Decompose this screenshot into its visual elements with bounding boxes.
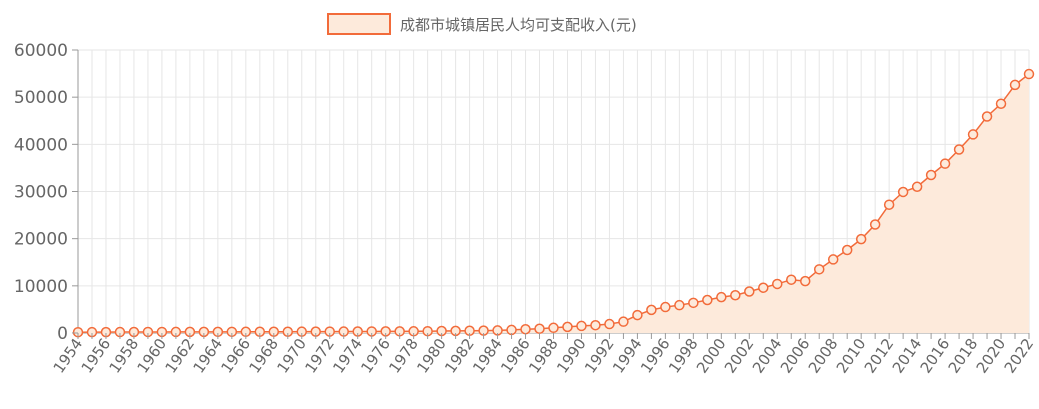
- y-tick-label: 30000: [14, 183, 68, 203]
- data-point[interactable]: [883, 199, 895, 210]
- data-point[interactable]: [869, 219, 881, 230]
- data-point[interactable]: [590, 319, 601, 331]
- x-tick-label: 1964: [189, 335, 226, 377]
- data-point[interactable]: [953, 144, 965, 155]
- data-point[interactable]: [618, 316, 629, 327]
- data-point[interactable]: [548, 322, 559, 334]
- x-tick-label: 1974: [329, 335, 366, 377]
- chart-legend[interactable]: 成都市城镇居民人均可支配收入(元): [327, 13, 637, 35]
- x-tick-label: 1976: [357, 335, 394, 377]
- data-point[interactable]: [534, 323, 545, 335]
- x-tick-label: 2006: [777, 335, 814, 377]
- data-point[interactable]: [939, 158, 951, 169]
- data-point[interactable]: [660, 301, 671, 313]
- data-point[interactable]: [925, 169, 937, 181]
- x-tick-label: 2004: [749, 335, 786, 377]
- legend-swatch: [327, 13, 391, 35]
- x-tick-label: 1966: [217, 335, 254, 377]
- data-point[interactable]: [813, 264, 825, 275]
- x-tick-label: 2000: [693, 335, 730, 377]
- data-point[interactable]: [576, 320, 587, 332]
- data-point[interactable]: [1009, 79, 1021, 91]
- x-tick-label: 1992: [581, 335, 618, 377]
- x-tick-label: 1996: [637, 335, 674, 377]
- x-tick-label: 1984: [469, 335, 506, 377]
- x-tick-label: 1968: [245, 335, 282, 377]
- data-point[interactable]: [562, 321, 573, 333]
- x-tick-label: 2008: [805, 335, 842, 377]
- y-tick-label: 10000: [14, 277, 68, 297]
- y-tick-label: 50000: [14, 88, 68, 108]
- x-tick-label: 1960: [134, 335, 171, 377]
- data-point[interactable]: [758, 282, 769, 293]
- data-point[interactable]: [716, 291, 727, 303]
- x-tick-label: 1994: [609, 335, 646, 377]
- data-point[interactable]: [688, 297, 699, 309]
- data-point[interactable]: [744, 286, 755, 297]
- legend-label: 成都市城镇居民人均可支配收入(元): [400, 16, 637, 34]
- x-tick-label: 1988: [525, 335, 562, 377]
- data-point[interactable]: [730, 290, 741, 301]
- y-tick-label: 60000: [14, 41, 68, 61]
- x-tick-label: 1998: [665, 335, 702, 377]
- x-tick-label: 2018: [945, 335, 982, 377]
- x-tick-label: 1970: [273, 335, 310, 377]
- x-tick-label: 1972: [301, 335, 338, 377]
- x-tick-label: 1978: [385, 335, 422, 377]
- y-tick-label: 40000: [14, 135, 68, 155]
- data-point[interactable]: [995, 98, 1007, 110]
- x-tick-label: 1962: [162, 335, 199, 377]
- x-tick-label: 1990: [553, 335, 590, 377]
- data-point[interactable]: [786, 274, 797, 285]
- data-point[interactable]: [827, 254, 839, 265]
- data-points: [72, 68, 1035, 338]
- x-tick-label: 2014: [889, 335, 926, 377]
- data-point[interactable]: [897, 186, 909, 198]
- data-point[interactable]: [674, 299, 685, 311]
- data-point[interactable]: [646, 304, 657, 316]
- y-tick-label: 0: [57, 324, 68, 344]
- data-point[interactable]: [841, 244, 853, 256]
- x-tick-label: 2022: [1001, 335, 1038, 377]
- x-tick-label: 1954: [50, 335, 87, 377]
- x-tick-label: 1982: [441, 335, 478, 377]
- x-tick-label: 2020: [973, 335, 1010, 377]
- y-axis-ticks: 0 10000 20000 30000 40000 50000 60000: [14, 41, 78, 344]
- x-tick-label: 1980: [413, 335, 450, 377]
- x-axis-ticks: 1954195619581960196219641966196819701972…: [50, 333, 1038, 377]
- x-tick-label: 2012: [861, 335, 898, 377]
- data-point[interactable]: [604, 318, 615, 330]
- data-point[interactable]: [520, 323, 531, 335]
- y-tick-label: 20000: [14, 230, 68, 250]
- data-point[interactable]: [1023, 68, 1035, 80]
- data-point[interactable]: [967, 129, 979, 140]
- data-point[interactable]: [632, 309, 643, 321]
- x-tick-label: 2010: [833, 335, 870, 377]
- x-tick-label: 1956: [78, 335, 115, 377]
- x-tick-label: 1986: [497, 335, 534, 377]
- x-tick-label: 1958: [106, 335, 143, 377]
- data-point[interactable]: [772, 278, 783, 290]
- data-point[interactable]: [911, 181, 923, 193]
- x-tick-label: 2016: [917, 335, 954, 377]
- data-point[interactable]: [855, 233, 867, 245]
- x-tick-label: 2002: [721, 335, 758, 377]
- series-area: [78, 74, 1029, 333]
- data-point[interactable]: [702, 294, 713, 306]
- data-point[interactable]: [981, 111, 993, 122]
- data-point[interactable]: [799, 275, 811, 287]
